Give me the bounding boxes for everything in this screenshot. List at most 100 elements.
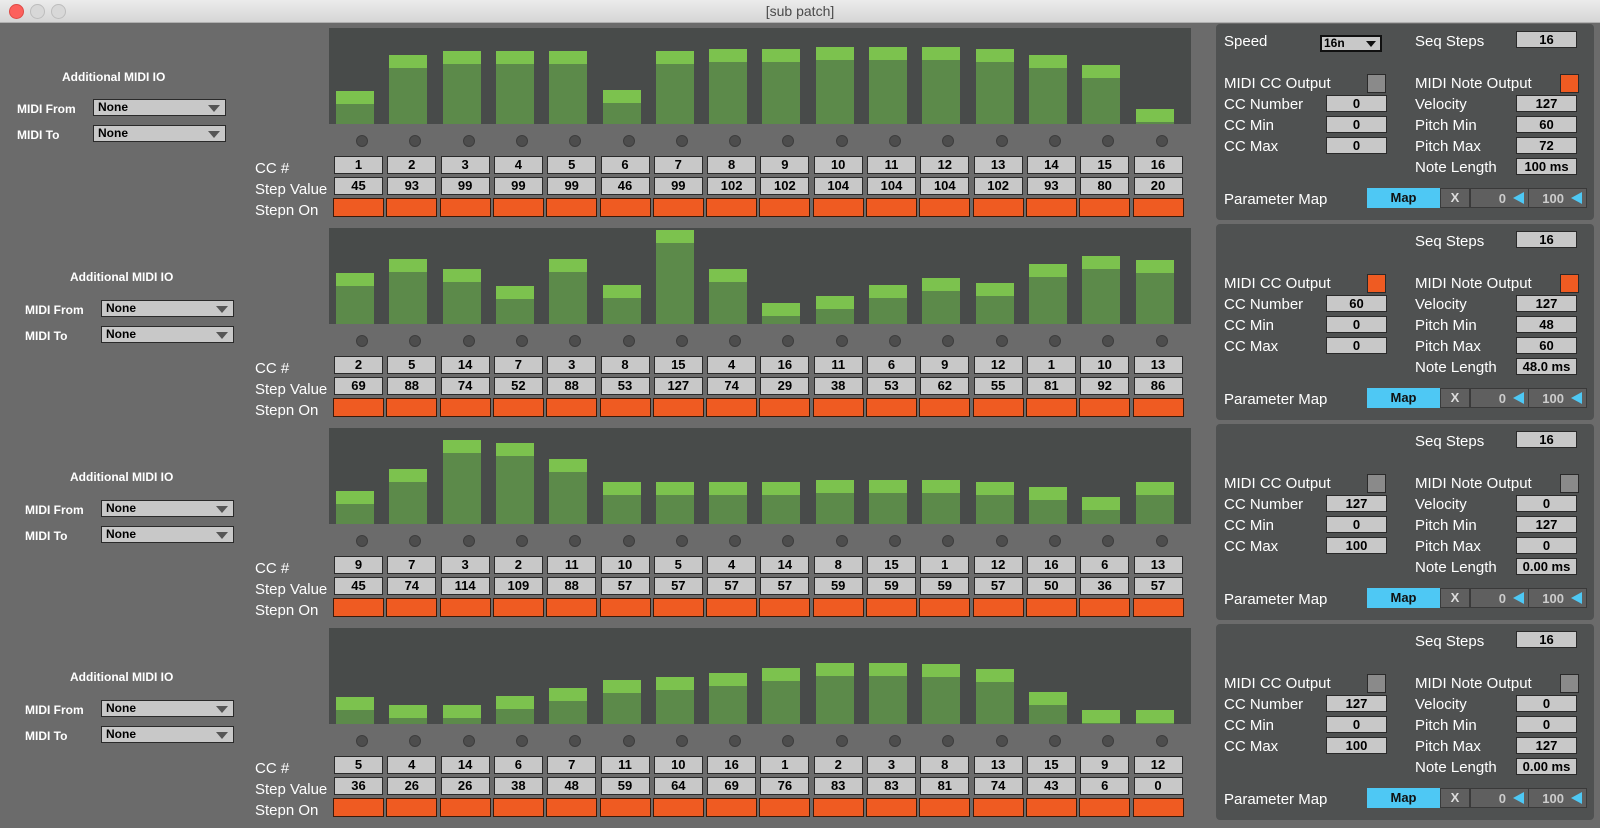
cc-number-cell[interactable]: 13 [973,756,1023,774]
step-bar[interactable] [442,705,481,724]
cc-number-cell[interactable]: 4 [387,756,437,774]
step-value-multislider[interactable] [329,428,1191,524]
cc-number-cell[interactable]: 8 [600,356,650,374]
cc-number-cell[interactable]: 12 [1133,756,1183,774]
cc-max-field[interactable]: 0 [1326,337,1387,354]
cc-number-cell[interactable]: 4 [707,556,757,574]
step-value-cell[interactable]: 53 [867,377,916,395]
step-on-toggle[interactable] [1025,598,1077,617]
step-value-cell[interactable]: 57 [707,577,757,595]
step-bar[interactable] [975,283,1014,324]
step-value-cell[interactable]: 69 [707,777,757,795]
step-value-cell[interactable]: 38 [493,777,543,795]
step-on-toggle[interactable] [972,798,1024,817]
step-on-toggle[interactable] [652,198,704,217]
midi-cc-output-toggle[interactable] [1367,674,1386,693]
step-bar[interactable] [815,47,854,124]
step-value-cell[interactable]: 92 [1080,377,1130,395]
cc-number-cell[interactable]: 9 [1080,756,1130,774]
step-bar[interactable] [869,480,907,524]
step-value-cell[interactable]: 29 [760,377,810,395]
step-bar[interactable] [815,296,854,324]
step-bar[interactable] [655,230,694,324]
step-bar[interactable] [602,680,641,724]
seq-steps-field[interactable]: 16 [1516,631,1577,648]
step-on-toggle[interactable] [386,198,438,217]
step-bar[interactable] [655,51,694,124]
cc-number-cell[interactable]: 11 [867,156,916,174]
clear-map-button[interactable]: X [1440,588,1470,608]
step-bar[interactable] [922,664,961,724]
step-on-toggle[interactable] [1079,398,1131,417]
step-on-toggle[interactable] [866,598,917,617]
step-bar[interactable] [495,696,534,724]
pitch-min-field[interactable]: 60 [1516,116,1577,133]
map-max-field[interactable]: 100 [1528,788,1587,808]
step-bar[interactable] [975,669,1014,724]
pitch-min-field[interactable]: 0 [1516,716,1577,733]
step-value-cell[interactable]: 36 [334,777,383,795]
velocity-field[interactable]: 0 [1516,695,1577,712]
step-value-cell[interactable]: 69 [334,377,383,395]
cc-max-field[interactable]: 100 [1326,737,1387,754]
cc-number-cell[interactable]: 14 [440,356,490,374]
cc-number-cell[interactable]: 6 [1080,556,1130,574]
step-on-toggle[interactable] [706,798,758,817]
step-value-cell[interactable]: 99 [653,177,703,195]
map-button[interactable]: Map [1367,788,1440,808]
step-on-toggle[interactable] [972,398,1024,417]
step-value-cell[interactable]: 88 [547,577,597,595]
step-on-toggle[interactable] [492,798,544,817]
cc-number-cell[interactable]: 7 [493,356,543,374]
step-on-toggle[interactable] [812,398,864,417]
step-value-cell[interactable]: 57 [600,577,650,595]
cc-number-cell[interactable]: 2 [334,356,383,374]
step-value-cell[interactable]: 59 [867,577,916,595]
step-value-cell[interactable]: 109 [493,577,543,595]
step-bar[interactable] [922,47,961,124]
cc-min-field[interactable]: 0 [1326,716,1387,733]
step-on-toggle[interactable] [386,598,438,617]
cc-number-cell[interactable]: 6 [600,156,650,174]
step-bar[interactable] [762,482,801,524]
step-value-cell[interactable]: 62 [920,377,970,395]
step-bar[interactable] [762,303,801,324]
cc-number-cell[interactable]: 6 [867,356,916,374]
cc-number-cell[interactable]: 10 [1080,356,1130,374]
step-on-toggle[interactable] [866,798,917,817]
step-value-cell[interactable]: 74 [440,377,490,395]
step-bar[interactable] [495,51,534,124]
midi-cc-output-toggle[interactable] [1367,74,1386,93]
step-bar[interactable] [549,51,588,124]
step-value-cell[interactable]: 114 [440,577,490,595]
step-value-cell[interactable]: 52 [493,377,543,395]
step-value-cell[interactable]: 48 [547,777,597,795]
step-on-toggle[interactable] [492,398,544,417]
step-on-toggle[interactable] [1025,798,1077,817]
step-bar[interactable] [762,49,801,124]
midi-to-dropdown[interactable]: None [101,526,234,543]
speed-dropdown[interactable]: 16n [1320,35,1382,52]
step-on-toggle[interactable] [759,198,811,217]
cc-number-cell[interactable]: 14 [760,556,810,574]
cc-number-cell[interactable]: 12 [973,556,1023,574]
cc-number-cell[interactable]: 1 [920,556,970,574]
step-on-toggle[interactable] [812,598,864,617]
midi-from-dropdown[interactable]: None [101,500,234,517]
cc-number-cell[interactable]: 4 [493,156,543,174]
step-value-cell[interactable]: 99 [493,177,543,195]
cc-number-cell[interactable]: 5 [547,156,597,174]
step-value-cell[interactable]: 99 [440,177,490,195]
step-value-cell[interactable]: 26 [387,777,437,795]
cc-number-cell[interactable]: 3 [440,156,490,174]
cc-number-cell[interactable]: 9 [334,556,383,574]
step-on-toggle[interactable] [1079,598,1131,617]
step-bar[interactable] [922,278,961,324]
step-on-toggle[interactable] [759,798,811,817]
step-bar[interactable] [1028,264,1067,324]
step-bar[interactable] [389,55,428,124]
step-on-toggle[interactable] [972,198,1024,217]
midi-cc-output-toggle[interactable] [1367,474,1386,493]
step-bar[interactable] [815,480,854,524]
step-bar[interactable] [389,259,428,324]
